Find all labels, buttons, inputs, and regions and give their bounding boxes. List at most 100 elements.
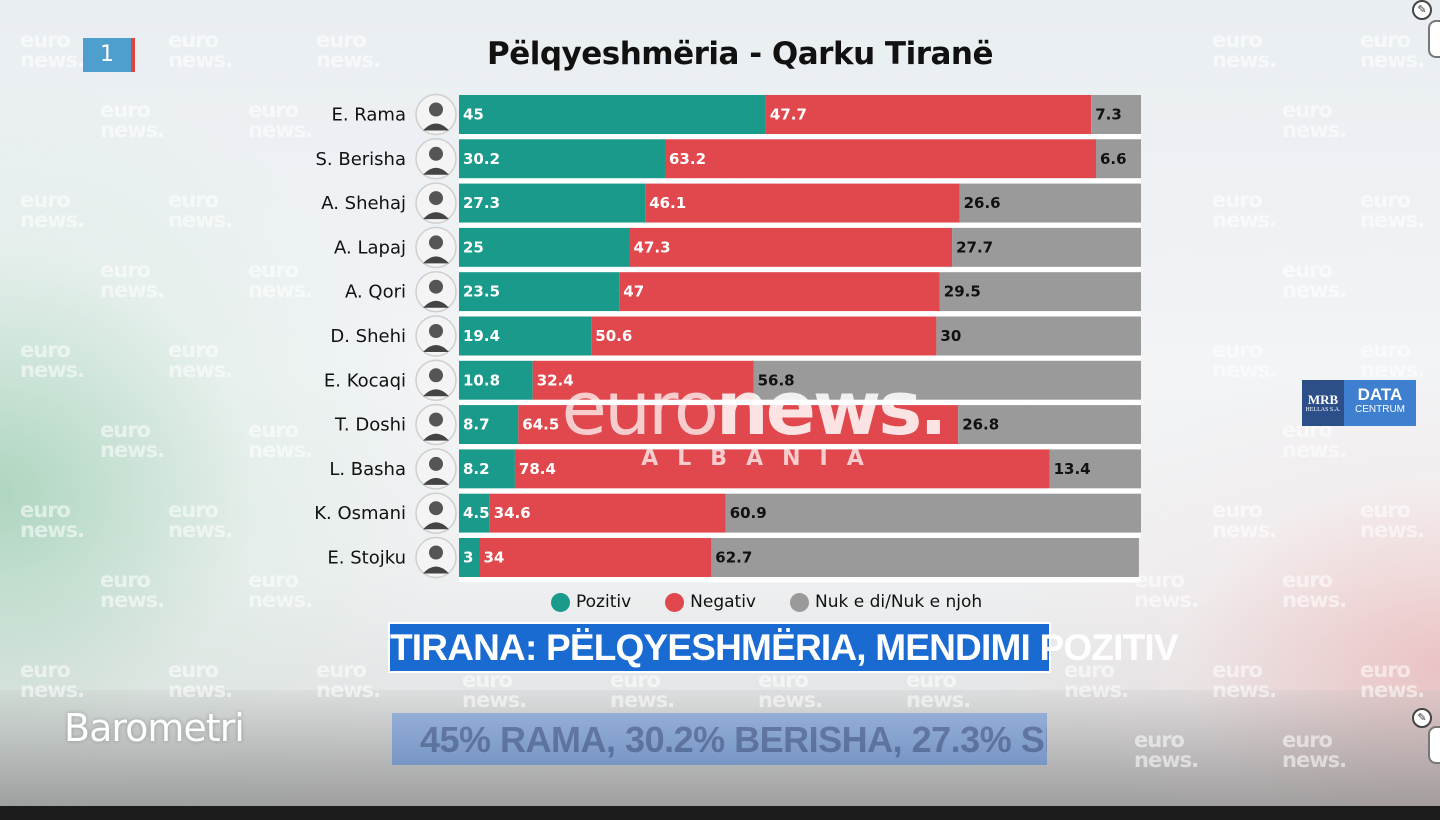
data-label-k-osmani-0: 4.5: [463, 504, 490, 522]
data-label-a-qori-2: 29.5: [944, 283, 981, 301]
category-label-l-basha: L. Basha: [329, 459, 406, 480]
data-label-e-rama-1: 47.7: [770, 106, 807, 124]
bar-negativ-a-qori: [619, 272, 940, 312]
row-separator: [459, 178, 1141, 184]
bar-nuk-e-di-nuk-e-njoh-a-lapaj: [952, 227, 1141, 267]
bar-pozitiv-d-shehi: [459, 316, 592, 356]
data-label-t-doshi-1: 64.5: [522, 416, 559, 434]
edit-icon[interactable]: ✎: [1412, 708, 1432, 728]
euronews-watermark: euro news.: [248, 258, 313, 302]
mrb-logo: MRB HELLAS S.A.: [1302, 380, 1344, 426]
category-label-k-osmani: K. Osmani: [314, 503, 406, 524]
bar-nuk-e-di-nuk-e-njoh-k-osmani: [725, 493, 1141, 533]
avatar-body-a-qori: [423, 300, 449, 308]
program-logo: Barometri: [64, 706, 245, 750]
bar-nuk-e-di-nuk-e-njoh-e-stojku: [711, 538, 1139, 577]
data-label-a-lapaj-2: 27.7: [956, 238, 993, 256]
side-tab-top[interactable]: [1428, 20, 1440, 58]
category-label-e-stojku: E. Stojku: [327, 548, 406, 569]
avatar-head-a-lapaj: [429, 235, 443, 250]
euronews-watermark: euro news.: [1282, 728, 1347, 772]
euronews-watermark: euro news.: [1360, 28, 1425, 72]
data-label-e-rama-2: 7.3: [1095, 106, 1122, 124]
channel-badge: 1: [83, 38, 135, 72]
euronews-watermark: euro news.: [168, 498, 233, 542]
euronews-watermark: euro news.: [100, 258, 165, 302]
euronews-watermark: euro news.: [1212, 498, 1277, 542]
bar-negativ-e-stojku: [479, 538, 712, 577]
data-label-l-basha-1: 78.4: [519, 460, 556, 478]
euronews-watermark: euro news.: [100, 418, 165, 462]
euronews-watermark: euro news.: [248, 418, 313, 462]
row-separator: [459, 577, 1141, 583]
row-separator: [459, 399, 1141, 406]
edit-icon[interactable]: ✎: [1412, 0, 1432, 20]
euronews-watermark: euro news.: [168, 188, 233, 232]
euronews-watermark: euro news.: [316, 28, 381, 72]
euronews-watermark: euro news.: [1212, 28, 1277, 72]
category-label-a-lapaj: A. Lapaj: [334, 237, 406, 258]
bar-pozitiv-e-stojku: [459, 538, 480, 577]
bar-negativ-e-rama: [765, 95, 1092, 134]
data-label-e-kocaqi-1: 32.4: [537, 371, 574, 389]
euronews-watermark: euro news.: [168, 338, 233, 382]
avatar-body-t-doshi: [423, 433, 449, 441]
bar-negativ-k-osmani: [489, 493, 726, 533]
category-label-a-qori: A. Qori: [345, 282, 406, 303]
euronews-watermark: euro news.: [20, 658, 85, 702]
category-label-e-kocaqi: E. Kocaqi: [324, 370, 406, 391]
avatar-body-e-kocaqi: [423, 389, 449, 397]
chart-title: Pëlqyeshmëria - Qarku Tiranë: [486, 36, 994, 72]
euronews-watermark: euro news.: [1360, 338, 1425, 382]
category-label-s-berisha: S. Berisha: [315, 149, 406, 170]
euronews-watermark: euro news.: [20, 28, 85, 72]
euronews-watermark: euro news.: [1360, 188, 1425, 232]
data-label-e-kocaqi-2: 56.8: [758, 371, 795, 389]
euronews-watermark: euro news.: [248, 568, 313, 612]
avatar-head-e-rama: [429, 102, 443, 117]
euronews-watermark: euro news.: [1134, 728, 1199, 772]
euronews-watermark: euro news.: [610, 668, 675, 712]
side-tab-bottom[interactable]: [1428, 726, 1440, 764]
euronews-watermark: euro news.: [1134, 568, 1199, 612]
euronews-watermark: euro news.: [20, 188, 85, 232]
legend-dot-nuk-e-di: [790, 592, 809, 612]
bar-negativ-a-shehaj: [645, 183, 960, 223]
data-label-a-shehaj-0: 27.3: [463, 194, 500, 212]
row-separator: [459, 444, 1141, 450]
category-label-t-doshi: T. Doshi: [334, 415, 406, 436]
legend-dot-pozitiv: [551, 592, 570, 612]
category-label-e-rama: E. Rama: [331, 105, 406, 126]
legend-dot-negativ: [665, 592, 685, 612]
data-centrum-logo: DATA CENTRUM: [1344, 380, 1416, 426]
euronews-watermark: euro news.: [906, 668, 971, 712]
bar-negativ-s-berisha: [665, 139, 1096, 179]
euronews-watermark: euro news.: [462, 668, 527, 712]
bar-nuk-e-di-nuk-e-njoh-l-basha: [1049, 449, 1141, 489]
avatar-head-e-stojku: [429, 545, 443, 560]
avatar-body-a-lapaj: [423, 256, 449, 264]
bar-pozitiv-a-lapaj: [459, 227, 630, 267]
bar-nuk-e-di-nuk-e-njoh-d-shehi: [936, 316, 1141, 356]
data-label-a-qori-0: 23.5: [463, 283, 500, 301]
legend-label-negativ: Negativ: [690, 592, 756, 612]
row-separator: [459, 134, 1141, 140]
data-label-e-kocaqi-0: 10.8: [463, 371, 500, 389]
row-separator: [459, 266, 1141, 273]
headline-banner: TIRANA: PËLQYESHMËRIA, MENDIMI POZITIV: [388, 622, 1179, 673]
euronews-watermark: euro news.: [248, 98, 313, 142]
category-label-a-shehaj: A. Shehaj: [321, 193, 406, 214]
legend-item-pozitiv: Pozitiv: [551, 592, 631, 612]
data-label-s-berisha-1: 63.2: [669, 150, 706, 168]
avatar-head-a-qori: [429, 279, 443, 294]
avatar-head-l-basha: [429, 456, 443, 471]
centrum-text: CENTRUM: [1355, 404, 1405, 415]
bar-pozitiv-a-qori: [459, 272, 620, 312]
data-label-a-lapaj-1: 47.3: [634, 238, 671, 256]
euronews-watermark: euro news.: [1360, 658, 1425, 702]
bar-nuk-e-di-nuk-e-njoh-s-berisha: [1096, 139, 1141, 179]
euronews-watermark: euro news.: [100, 568, 165, 612]
data-label-d-shehi-0: 19.4: [463, 327, 500, 345]
row-separator: [459, 355, 1141, 361]
euronews-watermark: euro news.: [1282, 568, 1347, 612]
